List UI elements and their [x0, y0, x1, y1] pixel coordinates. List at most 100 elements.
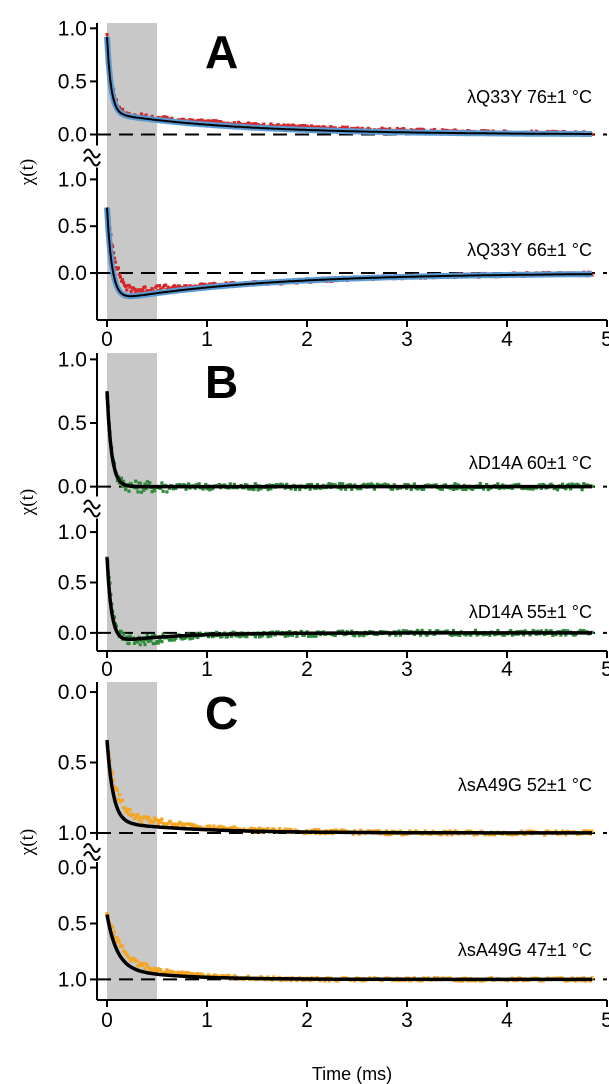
- data-point: [528, 633, 532, 637]
- data-point: [238, 635, 242, 639]
- data-point: [139, 490, 144, 494]
- subplot-2: 0.0 0.5 1.0 λsA49G 47±1 °C: [58, 857, 607, 991]
- data-point: [450, 633, 454, 637]
- panel-letter: A: [205, 26, 238, 78]
- data-point: [105, 912, 109, 916]
- data-point: [314, 486, 318, 491]
- data-point: [252, 827, 256, 831]
- x-tick-label: 0: [101, 1009, 113, 1032]
- data-point: [160, 481, 164, 485]
- data-point: [188, 637, 192, 641]
- data-point: [283, 827, 287, 831]
- y-tick-label: 0.5: [58, 913, 87, 936]
- data-point: [510, 833, 514, 837]
- data-point: [144, 962, 148, 966]
- data-point: [205, 487, 209, 491]
- x-axis-label: Time (ms): [312, 1064, 392, 1084]
- x-tick-label: 5: [601, 1009, 609, 1032]
- data-point: [549, 482, 553, 486]
- axis-break-icon: [83, 507, 101, 518]
- data-point: [531, 487, 535, 491]
- data-point: [552, 486, 556, 491]
- x-tick-label: 1: [201, 1009, 213, 1032]
- data-point: [170, 116, 174, 120]
- data-point: [256, 488, 260, 492]
- data-point: [350, 487, 354, 492]
- data-point: [257, 826, 262, 830]
- data-point: [165, 968, 169, 972]
- data-point: [374, 829, 378, 833]
- data-point: [169, 820, 173, 824]
- data-point: [197, 973, 201, 977]
- data-point: [288, 630, 292, 634]
- x-tick-label: 2: [301, 328, 313, 351]
- data-point: [126, 954, 130, 958]
- data-point: [554, 829, 558, 833]
- data-point: [134, 640, 138, 644]
- data-point: [116, 938, 121, 943]
- data-point: [125, 288, 129, 292]
- data-point: [481, 633, 486, 637]
- x-tick-label: 0: [101, 658, 113, 681]
- data-point: [397, 629, 401, 633]
- data-point: [139, 820, 144, 824]
- data-point: [161, 632, 165, 636]
- data-point: [235, 634, 239, 638]
- data-point: [220, 634, 224, 639]
- data-point: [112, 615, 117, 619]
- data-point: [132, 957, 137, 961]
- data-point: [345, 125, 349, 129]
- data-point: [115, 936, 120, 940]
- data-point: [398, 633, 403, 637]
- data-point: [159, 820, 163, 824]
- data-point: [478, 481, 482, 486]
- data-point: [129, 482, 133, 486]
- data-point: [127, 283, 131, 288]
- axis-break-icon: [83, 499, 101, 510]
- data-point: [132, 641, 137, 645]
- data-point: [176, 970, 180, 974]
- x-tick-label: 4: [501, 658, 513, 681]
- data-point: [344, 487, 348, 491]
- data-point: [434, 483, 438, 487]
- data-point: [119, 630, 124, 634]
- data-point: [403, 482, 407, 487]
- data-point: [143, 642, 147, 647]
- data-point: [164, 283, 168, 287]
- data-point: [272, 827, 276, 831]
- data-point: [293, 487, 298, 491]
- data-point: [351, 832, 355, 836]
- data-point: [315, 482, 320, 487]
- data-point: [197, 118, 201, 122]
- data-point: [151, 820, 155, 824]
- data-point: [454, 487, 459, 491]
- panel-c: C 0.0 0.5 1.0 λsA49G 52±1 °C 0.0 0.5 1.0 λsA49G …: [17, 681, 609, 1084]
- data-point: [204, 482, 208, 487]
- data-point: [412, 482, 416, 486]
- y-tick-label: 0.0: [58, 476, 87, 499]
- data-point: [227, 973, 231, 978]
- axis-break-icon: [83, 148, 101, 159]
- model-curve: [104, 36, 592, 137]
- data-point: [121, 632, 126, 636]
- data-point: [198, 631, 203, 635]
- data-point: [164, 970, 168, 974]
- x-tick-label: 3: [401, 658, 413, 681]
- data-point: [167, 638, 172, 642]
- data-point: [180, 970, 184, 974]
- data-point: [149, 288, 153, 293]
- y-tick-label: 1.0: [58, 348, 87, 371]
- data-point: [161, 285, 165, 289]
- data-point: [206, 635, 211, 639]
- data-point: [565, 629, 570, 633]
- data-point: [129, 959, 133, 963]
- data-point: [177, 483, 182, 487]
- data-point: [549, 629, 553, 633]
- data-point: [135, 959, 139, 963]
- data-point: [488, 633, 492, 637]
- data-point: [157, 284, 162, 288]
- data-point: [523, 629, 527, 633]
- data-point: [323, 125, 327, 129]
- data-point: [146, 815, 151, 820]
